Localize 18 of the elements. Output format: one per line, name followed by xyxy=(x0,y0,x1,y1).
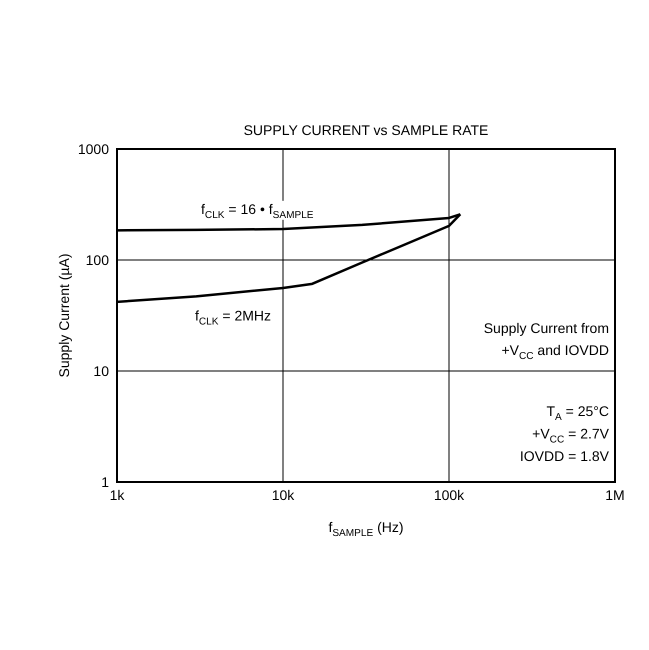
chart-title: SUPPLY CURRENT vs SAMPLE RATE xyxy=(244,122,488,138)
annotation: f$_{CLK}$ = 2MHz xyxy=(195,307,272,328)
annotation: f$_{CLK}$ = 16 • f$_{SAMPLE}$ xyxy=(201,200,314,222)
x-tick-label: 1k xyxy=(110,486,126,503)
x-tick-label: 10k xyxy=(272,486,296,503)
y-axis-title: Supply Current (µA) xyxy=(56,254,72,378)
annotation: +V$_{CC}$ = 2.7V xyxy=(532,426,610,446)
y-tick-label: 10 xyxy=(93,362,110,379)
y-tick-label: 100 xyxy=(86,252,110,268)
y-tick-label: 1000 xyxy=(78,140,110,157)
x-tick-label: 100k xyxy=(434,486,466,503)
annotation: IOVDD = 1.8V xyxy=(520,448,610,464)
annotation: +V$_{CC}$ and IOVDD xyxy=(501,342,609,362)
x-tick-label: 1M xyxy=(605,486,625,503)
y-tick-label: 1 xyxy=(101,474,110,490)
annotation: T$_{A}$ = 25°C xyxy=(546,403,609,424)
annotation: Supply Current from xyxy=(484,320,609,336)
x-axis-title: f$_{SAMPLE}$ (Hz) xyxy=(328,519,404,540)
